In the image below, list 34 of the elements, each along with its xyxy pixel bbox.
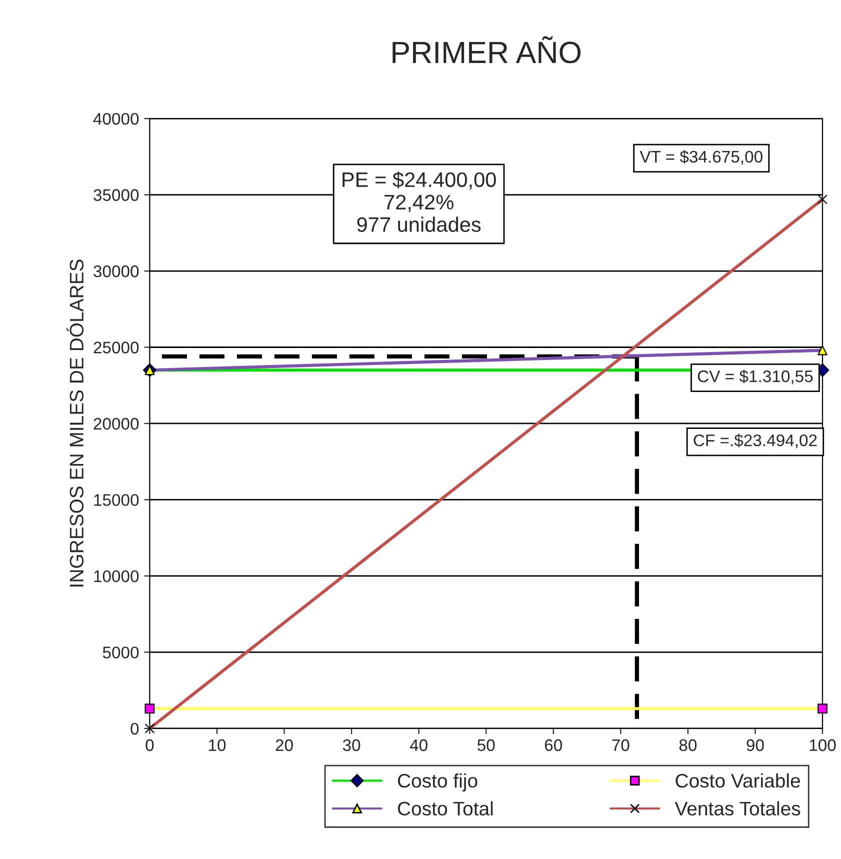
x-tick-label: 30 [342,739,360,752]
point [144,704,155,714]
x-tick-label: 40 [410,739,428,752]
legend-label: Costo Variable [676,773,800,788]
x-tick-label: 90 [746,739,764,752]
y-axis-title: INGRESOS EN MILES DE DÓLARES [66,260,84,586]
y-tick-label: 30000 [94,265,139,278]
annotation: CF =.$23.494,02 [694,434,817,448]
legend-label: Costo Total [398,801,493,816]
x-tick-label: 60 [544,739,562,752]
x-tick-label: 50 [477,739,495,752]
x-tick-label: 10 [208,739,226,752]
x-tick-label: 0 [146,739,154,752]
x-tick-label: 80 [679,739,697,752]
point [144,723,155,734]
y-tick-label: 10000 [94,570,139,582]
legend-label: Ventas Totales [674,801,800,816]
y-tick-label: 40000 [93,112,139,125]
annotation: PE = $24.400,00 72,42% 977 unidades [342,171,496,232]
y-tick-label: 5000 [102,646,139,658]
y-tick-label: 35000 [94,189,139,201]
x-tick-label: 100 [810,739,836,752]
y-tick-label: 0 [130,722,139,735]
legend-label: Costo fijo [398,773,478,792]
chart-title: PRIMER AÑO [392,36,581,64]
annotation: CV = $1.310,55 [698,370,813,384]
annotation: VT = $34.675,00 [640,150,762,165]
y-tick-label: 25000 [94,342,139,354]
y-tick-label: 15000 [94,494,139,506]
x-tick-label: 70 [612,739,630,752]
point [818,194,828,204]
point [818,704,828,714]
y-tick-label: 20000 [94,418,139,430]
x-tick-label: 20 [276,739,293,752]
